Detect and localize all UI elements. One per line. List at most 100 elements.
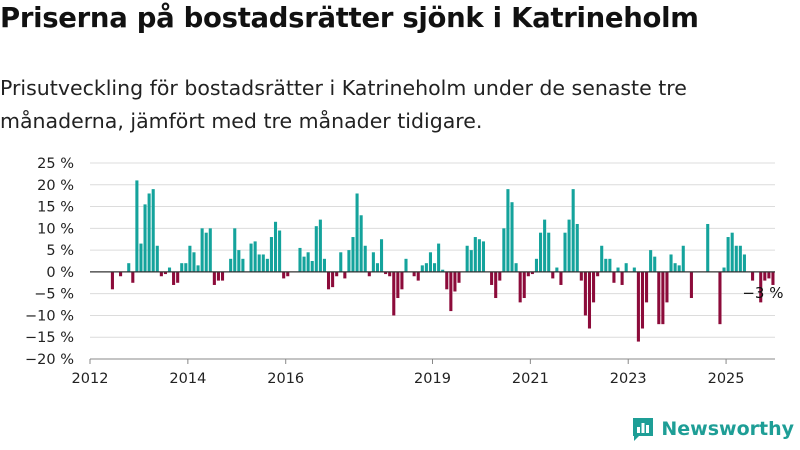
bar <box>143 204 147 272</box>
bar <box>673 263 677 272</box>
bar <box>155 245 159 272</box>
bar <box>596 271 600 277</box>
bar <box>563 232 567 272</box>
bar <box>669 254 673 272</box>
x-tick-label: 2012 <box>72 371 109 387</box>
y-tick-label: 0 % <box>46 265 74 281</box>
bar <box>449 271 453 312</box>
bar <box>273 221 278 272</box>
x-tick-label: 2021 <box>512 371 549 387</box>
bar <box>424 263 428 272</box>
bar <box>135 180 139 272</box>
y-tick-label: 25 % <box>37 156 74 172</box>
bar <box>653 256 657 272</box>
bar <box>534 258 539 272</box>
bar <box>689 271 693 299</box>
labels: −20 % −15 % −10 % −5 % 0 % 5 % 10 % 15 % 20 % 25 … <box>25 156 783 387</box>
y-tick-label: −15 % <box>25 330 74 346</box>
bar <box>367 271 371 277</box>
bar <box>131 271 135 283</box>
bar <box>163 271 167 275</box>
y-tick-label: 15 % <box>37 200 74 216</box>
latest-value-annotation: −3 % <box>742 284 783 302</box>
bar <box>375 263 379 272</box>
bar <box>649 250 653 272</box>
bar <box>661 271 665 325</box>
bar <box>172 271 176 285</box>
bar <box>249 243 253 272</box>
chart-title: Priserna på bostadsrätter sjönk i Katrin… <box>0 2 699 34</box>
bar <box>192 252 196 272</box>
bar <box>404 258 408 272</box>
newsworthy-logo: Newsworthy <box>631 414 794 444</box>
bar <box>302 256 306 272</box>
bar <box>759 271 763 303</box>
bar <box>616 267 620 272</box>
bar <box>522 271 526 299</box>
bar <box>640 271 645 329</box>
bar <box>559 271 563 285</box>
x-tick-label: 2019 <box>414 371 451 387</box>
bar <box>278 230 282 272</box>
bar <box>636 271 640 342</box>
bar <box>139 243 143 272</box>
bar <box>632 267 636 272</box>
bar <box>286 271 290 277</box>
bar <box>392 271 396 316</box>
y-tick-label: 5 % <box>46 243 74 259</box>
bar <box>200 228 204 272</box>
y-tick-label: −10 % <box>25 308 74 324</box>
bar <box>416 271 420 281</box>
bar <box>604 258 608 272</box>
bar <box>379 239 384 272</box>
bar <box>706 223 710 272</box>
bar <box>583 271 587 316</box>
bar <box>261 254 265 272</box>
bar <box>396 271 400 299</box>
bar <box>237 250 241 272</box>
bars <box>110 180 775 342</box>
bar <box>555 267 559 272</box>
bar <box>428 252 432 272</box>
bar <box>196 265 200 272</box>
bar <box>592 271 596 303</box>
bar <box>587 271 592 329</box>
bar <box>212 271 216 285</box>
bar <box>229 258 233 272</box>
bar <box>343 271 347 279</box>
x-tick-label: 2023 <box>610 371 647 387</box>
bar <box>465 245 469 272</box>
bar <box>355 193 359 272</box>
bar <box>371 252 375 272</box>
newsworthy-logo-icon <box>633 418 654 441</box>
bar <box>567 219 571 272</box>
bar <box>738 245 742 272</box>
bar <box>677 265 681 272</box>
bar <box>457 271 461 283</box>
bar <box>608 258 612 272</box>
bar <box>734 245 738 272</box>
bar <box>543 219 547 272</box>
bar <box>575 223 579 272</box>
x-tick-label: 2014 <box>169 371 206 387</box>
bar <box>151 189 155 272</box>
bar <box>384 271 388 275</box>
bar <box>298 247 302 272</box>
bar <box>180 263 184 272</box>
bar <box>612 271 616 283</box>
bar <box>412 271 416 277</box>
bar <box>167 267 172 272</box>
bar <box>681 245 685 272</box>
bar <box>441 269 445 272</box>
bar <box>204 232 208 272</box>
bar <box>657 271 661 325</box>
bar <box>420 265 424 272</box>
bar <box>477 239 481 272</box>
bar <box>241 258 245 272</box>
bar <box>571 189 575 272</box>
bar <box>645 271 649 303</box>
bar <box>184 263 188 272</box>
bar <box>363 245 367 272</box>
gridlines <box>90 162 775 360</box>
bar <box>490 271 494 285</box>
